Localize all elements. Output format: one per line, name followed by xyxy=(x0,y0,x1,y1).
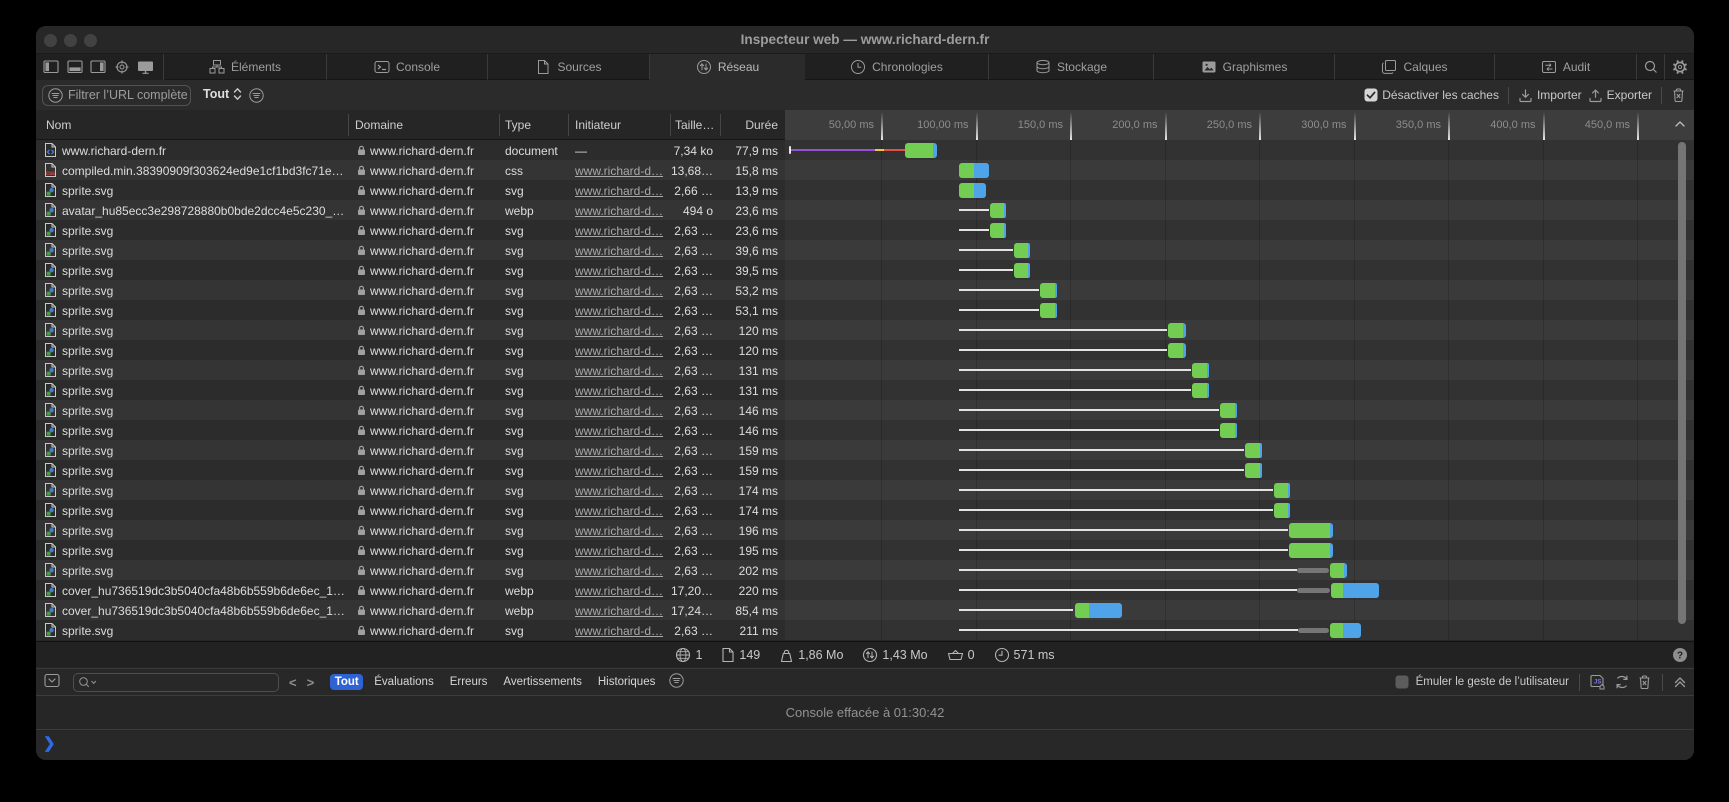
svg-text:?: ? xyxy=(1677,651,1683,662)
svg-text:css: css xyxy=(46,171,56,177)
svg-text:JS: JS xyxy=(1594,680,1601,686)
